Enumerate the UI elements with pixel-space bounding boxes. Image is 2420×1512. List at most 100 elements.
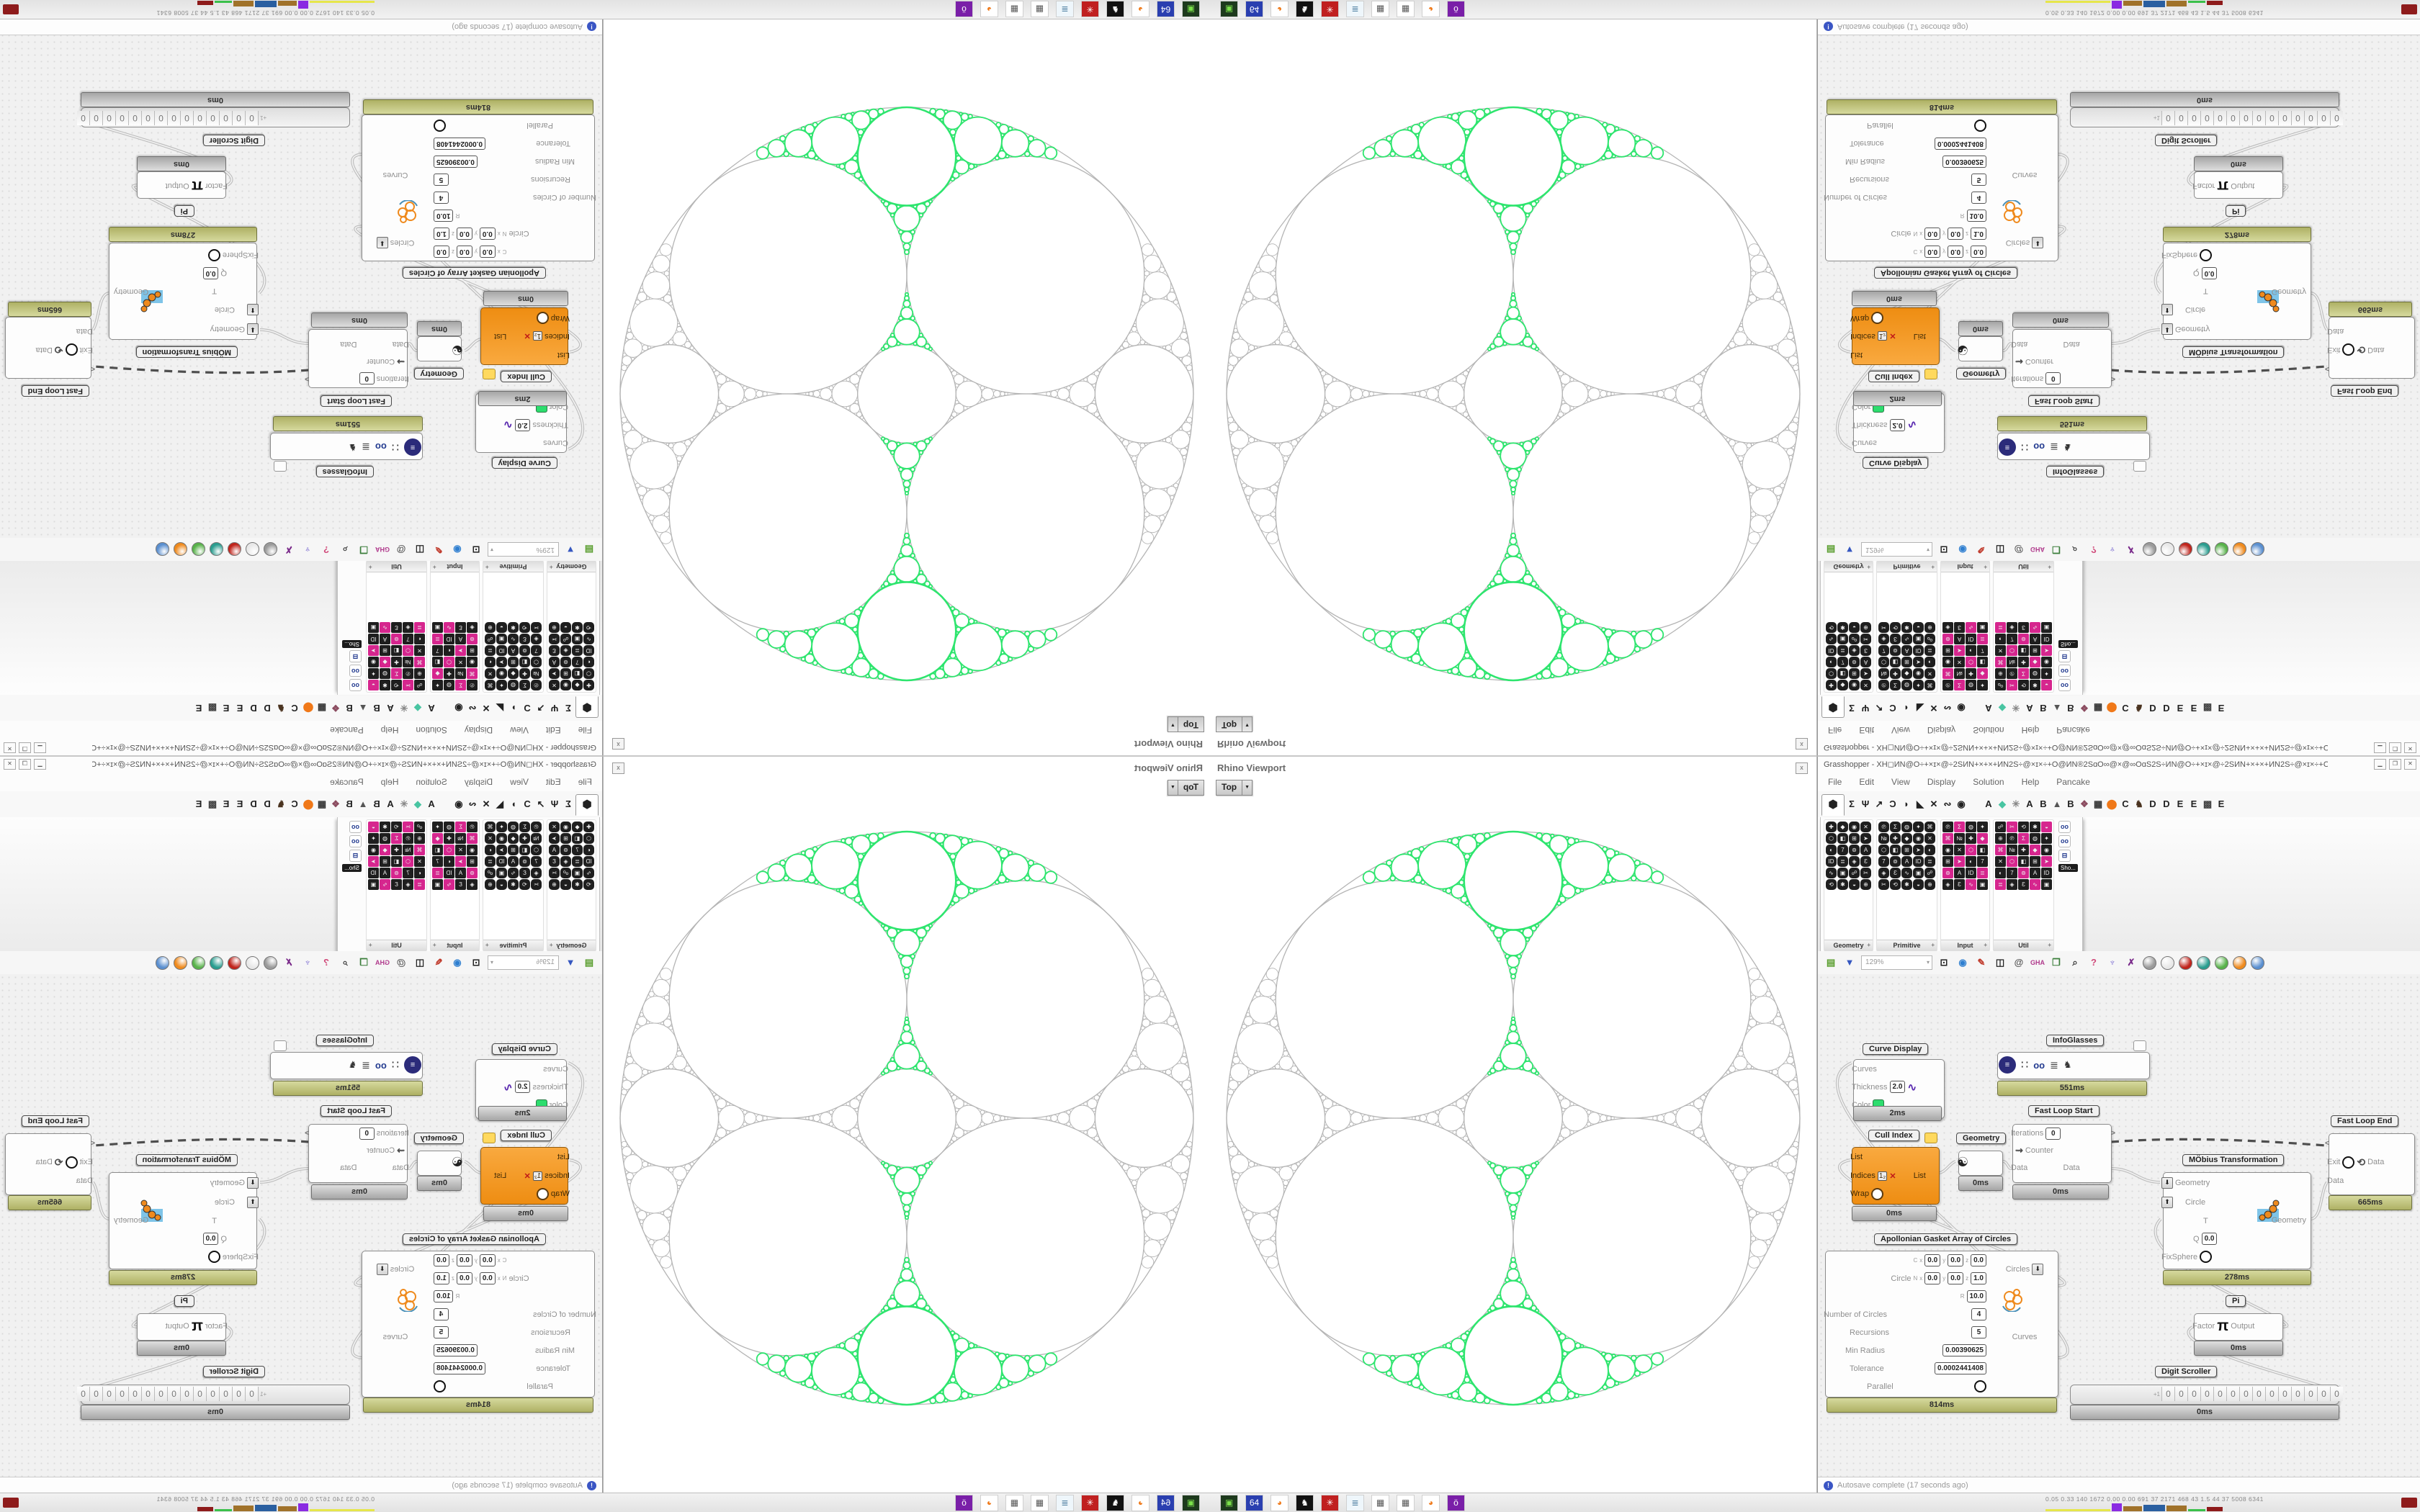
display-mode-ball-icon[interactable] [174,955,187,970]
tab-plugin-13[interactable]: D [250,798,257,809]
menu-display[interactable]: Display [1927,725,1956,735]
component-icon[interactable]: ℗ [403,668,413,679]
gha-installer-icon[interactable]: GHA [375,959,390,966]
component-icon[interactable]: ⊚ [1890,856,1901,867]
component-icon[interactable]: ☍ [1849,634,1860,644]
component-icon[interactable]: ✚ [391,657,402,667]
display-mode-ball-icon[interactable] [2251,542,2264,557]
component-icon[interactable]: ◐ [444,856,454,867]
component-icon[interactable]: ➤ [549,668,560,679]
component-icon[interactable]: ⟲ [2018,680,2029,690]
grasshopper-titlebar[interactable]: Grasshopper - XH◻ИN@O÷+×ɪ×@÷2SИN+×+×+ИN2… [0,739,602,755]
chevron-down-icon[interactable]: ▼ [1242,780,1252,795]
component-icon[interactable]: ⊞ [508,657,519,667]
component-icon[interactable]: ⊞ [508,845,519,855]
component-icon[interactable]: ✂ [1878,879,1889,890]
component-icon[interactable]: ◒ [2041,822,2052,832]
component-icon[interactable]: ID [1913,856,1924,867]
flatten-icon[interactable]: ⬇ [2161,1176,2173,1189]
node-label[interactable]: Cull Index [1868,371,1919,382]
digit-cell[interactable]: 0 [233,1387,246,1401]
grasshopper-titlebar[interactable]: Grasshopper - XH◻ИN@O÷+×ɪ×@÷2SИN+×+×+ИN2… [0,757,602,773]
component-icon[interactable]: ∿ [583,634,594,644]
component-icon[interactable]: ℗ [403,833,413,844]
tab-plugin-14[interactable]: E [2177,703,2184,714]
digit-cell[interactable]: 0 [2317,1387,2330,1401]
tab-plugin-12[interactable]: D [2149,798,2156,809]
digit-cell[interactable]: 0 [77,1387,90,1401]
tab-category-8[interactable]: ∾ [468,703,477,714]
flatten-icon[interactable]: ⬇ [2161,323,2173,336]
help-bag-icon[interactable]: ? [2091,544,2097,555]
sketch-pen-icon[interactable]: ✎ [1977,544,1986,555]
component-icon[interactable]: Σ [455,822,466,832]
note-icon[interactable] [274,1040,287,1051]
digit-cell[interactable]: 0 [2330,111,2343,125]
component-icon[interactable]: ⊞ [1901,845,1912,855]
node-label[interactable]: Fast Loop End [21,1115,89,1127]
node-label[interactable]: Fast Loop Start [2028,1105,2099,1117]
remote-icon[interactable]: @ [396,544,406,555]
component-icon[interactable]: ◈ [1942,879,1953,890]
component-icon[interactable]: ✚ [391,845,402,855]
component-icon[interactable]: ⊞ [467,856,478,867]
digit-cell[interactable]: 0 [2200,111,2213,125]
component-icon[interactable]: ℗ [467,822,478,832]
component-icon[interactable]: ✦ [496,822,507,832]
component-icon[interactable]: ⬡ [444,657,454,667]
component-icon[interactable]: ⌘ [1924,822,1935,832]
component-icon[interactable]: Σ [455,680,466,690]
component-icon[interactable]: ⊞ [1849,668,1860,679]
viewport-close-icon[interactable]: x [612,738,624,750]
component-icon[interactable]: № [2007,657,2017,667]
node-label[interactable]: Fast Loop Start [321,1105,392,1117]
note-icon[interactable] [483,1133,496,1143]
component-icon[interactable]: ≣ [1977,868,1988,878]
component-icon[interactable]: ➤ [455,856,466,867]
goggles-icon[interactable]: ⊟ [349,650,362,662]
zoom-level-dropdown[interactable]: 129% [1861,542,1932,557]
component-icon[interactable]: ✕ [455,657,466,667]
component-icon[interactable]: ◍ [2030,833,2040,844]
component-icon[interactable]: ▣ [1913,634,1924,644]
node-label[interactable]: MÖbius Transformation [2182,1154,2285,1166]
maximize-icon[interactable]: ❐ [2389,759,2401,770]
component-icon[interactable]: Ɛ [391,622,402,633]
component-icon[interactable]: ∿ [2030,622,2040,633]
tab-plugin-0[interactable]: A [428,798,435,809]
goggles-icon[interactable]: oo [2058,665,2071,677]
tab-category-5[interactable]: ◗ [511,798,516,809]
parallel-toggle[interactable] [1974,1380,1986,1392]
component-icon[interactable]: ➤ [496,845,507,855]
component-icon[interactable]: ◒ [496,879,507,890]
component-icon[interactable]: ◆ [572,822,583,832]
component-icon[interactable]: ◧ [572,833,583,844]
zoom-extents-icon[interactable]: ⊡ [1940,544,1948,555]
component-icon[interactable]: ⌘ [1942,833,1953,844]
flatten-icon[interactable]: ⬇ [2032,1264,2044,1275]
tiles-icon[interactable]: ▦ [1031,1495,1049,1511]
tab-category-3[interactable]: ↗ [1875,798,1883,809]
display-mode-ball-icon[interactable] [2143,955,2156,970]
tab-plugin-17[interactable]: E [2218,703,2225,714]
component-icon[interactable]: ✚ [1966,668,1976,679]
component-icon[interactable]: ◈ [1849,645,1860,656]
component-icon[interactable]: ▣ [572,634,583,644]
component-icon[interactable]: ✱ [1837,879,1848,890]
tab-category-0[interactable]: ⬢ [575,696,599,718]
component-icon[interactable]: ◍ [508,680,519,690]
component-icon[interactable]: ◧ [1837,833,1848,844]
component-icon[interactable]: ◈ [560,856,571,867]
component-icon[interactable]: ◆ [1977,668,1988,679]
tab-category-8[interactable]: ∾ [1943,703,1952,714]
goggles-icon[interactable]: ⊟ [2058,650,2071,662]
component-icon[interactable]: ✂ [1860,868,1871,878]
component-icon[interactable]: Ɛ [2018,622,2029,633]
component-icon[interactable]: ✱ [508,622,519,633]
node-label[interactable]: Pi [174,205,194,217]
digit-cell[interactable]: 0 [246,111,259,125]
graft-icon[interactable]: ⬆ [247,304,259,316]
minimize-icon[interactable]: ▁ [34,742,46,753]
component-icon[interactable]: ◆ [432,833,443,844]
